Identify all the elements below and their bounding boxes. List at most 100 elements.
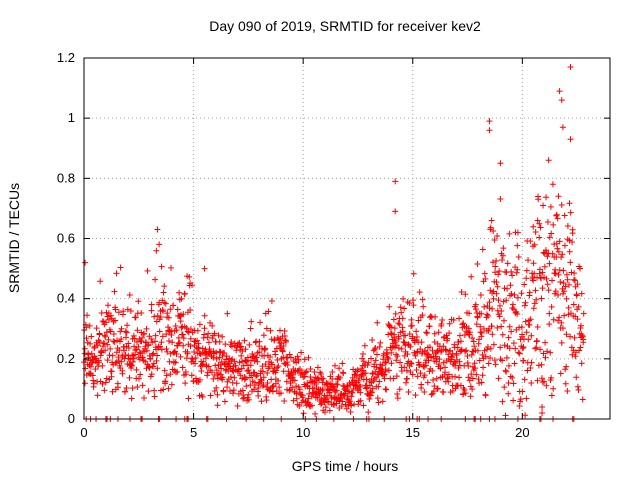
data-point <box>326 407 333 414</box>
data-point <box>262 345 269 352</box>
data-point <box>577 265 584 272</box>
data-point <box>92 366 99 373</box>
data-point <box>124 322 131 329</box>
data-point <box>539 269 546 276</box>
data-point <box>562 283 569 290</box>
data-point <box>143 325 150 332</box>
data-point <box>289 384 296 391</box>
data-point <box>516 350 523 357</box>
data-point <box>269 361 276 368</box>
data-point <box>559 251 566 258</box>
data-point <box>438 321 445 328</box>
data-point <box>561 312 568 319</box>
data-point <box>490 295 497 302</box>
data-point <box>254 358 261 365</box>
data-point <box>412 392 419 399</box>
data-point <box>492 361 499 368</box>
data-point <box>413 328 420 335</box>
data-point <box>281 360 288 367</box>
data-point <box>533 344 540 351</box>
data-point <box>205 330 212 337</box>
data-point <box>201 265 208 272</box>
data-point <box>527 238 534 245</box>
data-point <box>132 314 139 321</box>
data-point <box>152 338 159 345</box>
data-point <box>150 363 157 370</box>
data-point <box>571 277 578 284</box>
data-point <box>493 290 500 297</box>
data-point <box>468 371 475 378</box>
y-tick-label: 0.8 <box>57 170 75 185</box>
data-point <box>280 342 287 349</box>
data-point <box>88 333 95 340</box>
data-point <box>320 375 327 382</box>
data-point <box>154 352 161 359</box>
data-point <box>435 329 442 336</box>
data-point <box>479 372 486 379</box>
data-point <box>196 321 203 328</box>
data-point <box>374 395 381 402</box>
data-point <box>214 375 221 382</box>
data-point <box>128 362 135 369</box>
data-point <box>478 329 485 336</box>
data-point <box>255 380 262 387</box>
data-point <box>165 338 172 345</box>
data-point <box>392 178 399 185</box>
data-point <box>534 217 541 224</box>
data-point <box>504 260 511 267</box>
data-point <box>498 307 505 314</box>
data-point <box>400 339 407 346</box>
data-point <box>478 333 485 340</box>
data-point <box>367 392 374 399</box>
data-point <box>167 306 174 313</box>
data-point <box>363 385 370 392</box>
data-point <box>180 342 187 349</box>
data-point <box>156 328 163 335</box>
data-point <box>388 360 395 367</box>
data-point <box>231 358 238 365</box>
data-point <box>560 267 567 274</box>
data-point <box>575 303 582 310</box>
data-point <box>434 385 441 392</box>
data-point <box>528 359 535 366</box>
data-point <box>178 295 185 302</box>
data-point <box>538 361 545 368</box>
data-point <box>432 313 439 320</box>
data-point <box>112 306 119 313</box>
data-point <box>539 409 546 416</box>
data-point <box>536 266 543 273</box>
data-point <box>150 360 157 367</box>
data-point <box>492 269 499 276</box>
data-point <box>390 375 397 382</box>
data-point <box>274 356 281 363</box>
data-point <box>524 367 531 374</box>
data-point <box>540 350 547 357</box>
data-point <box>497 344 504 351</box>
data-point <box>382 366 389 373</box>
data-point <box>418 381 425 388</box>
data-point <box>152 332 159 339</box>
data-point <box>194 327 201 334</box>
data-point <box>448 353 455 360</box>
data-point <box>500 298 507 305</box>
data-point <box>446 320 453 327</box>
data-point <box>204 372 211 379</box>
data-point <box>538 295 545 302</box>
data-point <box>457 382 464 389</box>
x-tick-label: 10 <box>296 425 310 440</box>
data-point <box>408 316 415 323</box>
data-point <box>118 325 125 332</box>
data-point <box>94 392 101 399</box>
data-point <box>548 374 555 381</box>
data-point <box>521 376 528 383</box>
data-point <box>213 384 220 391</box>
data-point <box>259 368 266 375</box>
data-point <box>248 372 255 379</box>
data-point <box>293 383 300 390</box>
data-point <box>572 353 579 360</box>
data-point <box>267 327 274 334</box>
data-point <box>111 288 118 295</box>
data-point <box>117 328 124 335</box>
data-point <box>452 373 459 380</box>
